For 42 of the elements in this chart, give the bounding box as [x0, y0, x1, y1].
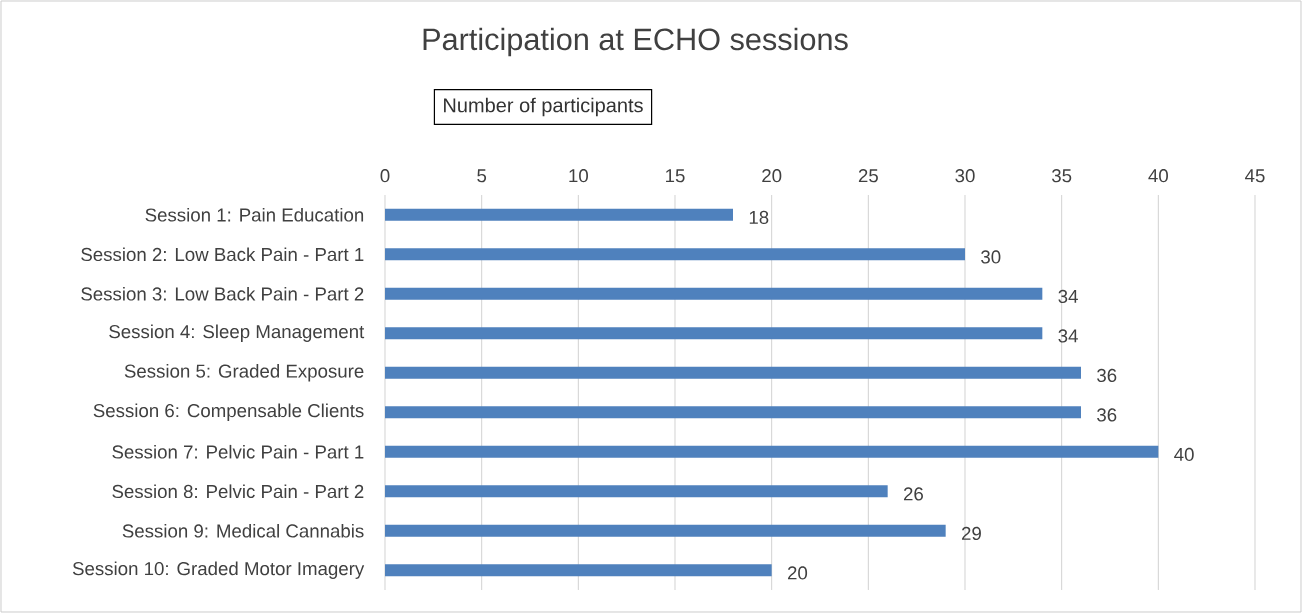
data-label: 29 — [961, 526, 981, 541]
data-label: 20 — [787, 566, 808, 580]
x-tick-label: 15 — [666, 169, 685, 183]
x-tick-label: 45 — [1245, 169, 1265, 183]
y-tick-label: Session 3: Low Back Pain - Part 2 — [81, 286, 364, 301]
data-label: 30 — [981, 250, 1001, 264]
y-tick-label: Session 9: Medical Cannabis — [122, 523, 364, 538]
y-tick-label: Session 2: Low Back Pain - Part 1 — [81, 247, 364, 262]
data-label: 18 — [749, 210, 769, 225]
x-tick-label: 30 — [955, 169, 975, 183]
bar — [385, 524, 946, 537]
y-tick-label: Session 8: Pelvic Pain - Part 2 — [112, 484, 364, 499]
y-tick-label: Session 4: Sleep Management — [109, 324, 365, 342]
x-tick-label: 40 — [1148, 169, 1168, 183]
bar — [385, 287, 1043, 300]
data-label: 26 — [903, 487, 923, 501]
bar — [385, 248, 965, 261]
bar — [385, 366, 1081, 379]
x-axis-title: Number of participants — [444, 97, 643, 117]
x-tick-label: 10 — [569, 169, 588, 183]
data-label: 36 — [1097, 408, 1117, 422]
y-tick-label: Session 10: Graded Motor Imagery — [72, 561, 365, 579]
x-tick-label: 35 — [1052, 169, 1072, 183]
y-tick-label: Session 6: Compensable Clients — [93, 403, 364, 421]
x-tick-label: 0 — [380, 169, 390, 183]
x-tick-label: 20 — [762, 169, 782, 183]
x-tick-label: 5 — [477, 169, 487, 183]
bar — [385, 564, 772, 577]
data-label: 34 — [1058, 289, 1078, 304]
bar — [385, 485, 888, 498]
bar — [385, 327, 1043, 340]
data-label: 40 — [1174, 447, 1194, 462]
y-tick-label: Session 5: Graded Exposure — [124, 364, 364, 382]
bar — [385, 208, 733, 221]
data-label: 36 — [1097, 368, 1117, 383]
chart-title: Participation at ECHO sessions — [423, 27, 848, 57]
data-label: 34 — [1058, 329, 1078, 343]
y-tick-label: Session 1: Pain Education — [145, 207, 364, 222]
x-tick-label: 25 — [858, 169, 878, 183]
bar — [385, 406, 1081, 419]
bar — [385, 445, 1159, 458]
y-tick-label: Session 7: Pelvic Pain - Part 1 — [112, 444, 364, 459]
